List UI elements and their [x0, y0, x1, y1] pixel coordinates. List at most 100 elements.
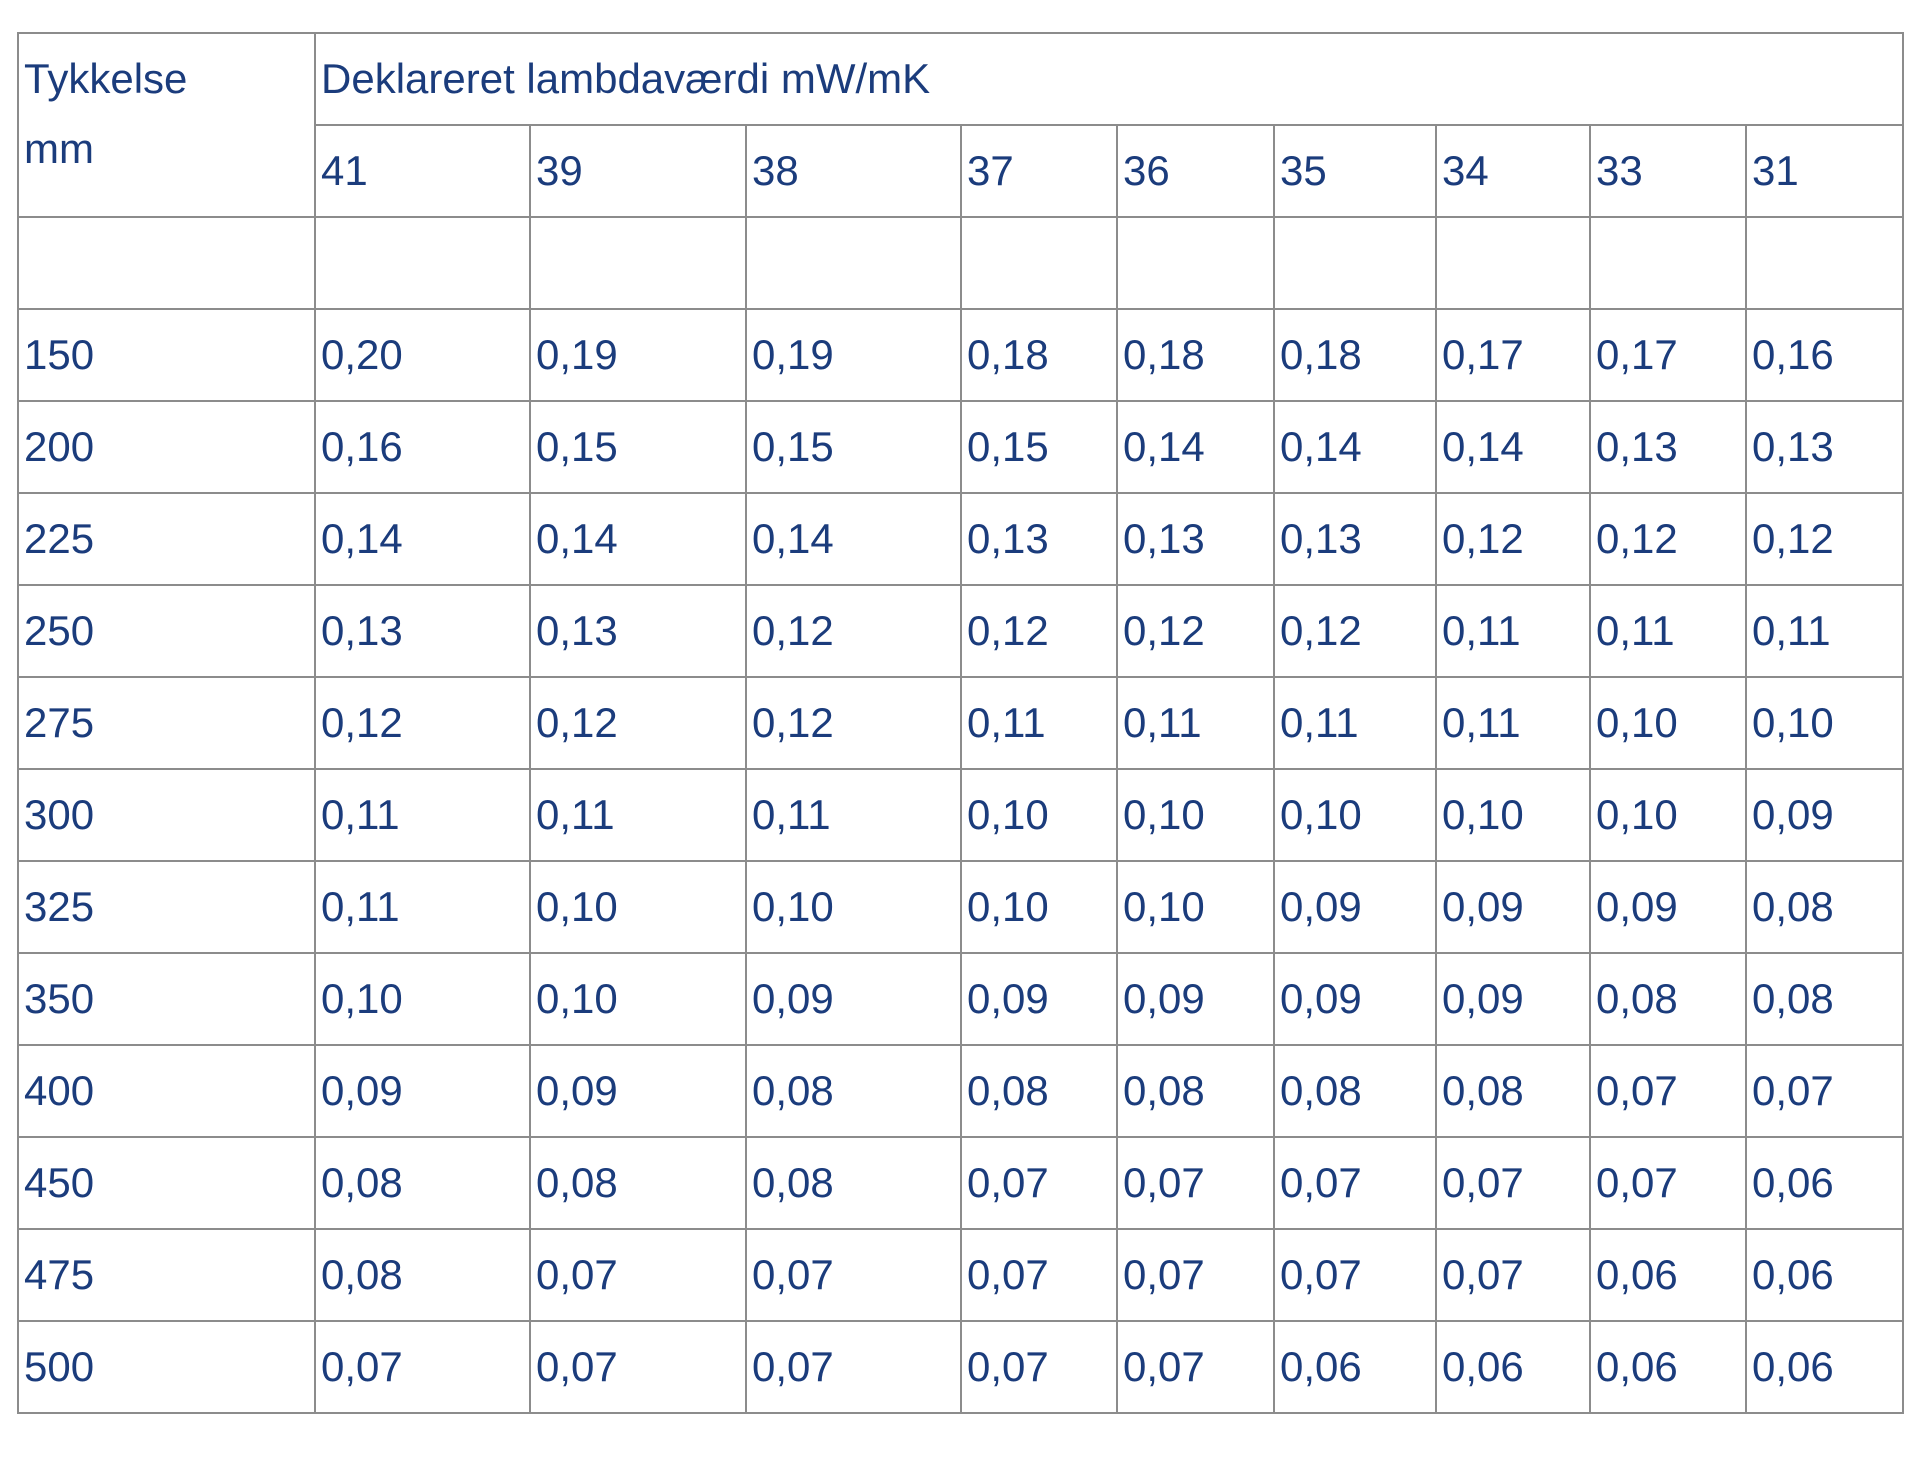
data-row: 200 0,16 0,15 0,15 0,15 0,14 0,14 0,14 0,13 0,13	[17, 400, 1905, 494]
empty-cell	[1116, 216, 1275, 310]
u-value-cell: 0,13	[1744, 400, 1905, 494]
u-value-cell: 0,09	[1273, 952, 1437, 1046]
u-value-cell: 0,18	[1116, 308, 1275, 402]
u-value-cell: 0,08	[745, 1136, 962, 1230]
u-value-cell: 0,06	[1589, 1228, 1747, 1322]
thickness-cell: 275	[17, 676, 316, 770]
u-value-cell: 0,15	[529, 400, 747, 494]
thickness-cell: 225	[17, 492, 316, 586]
u-value-cell: 0,08	[314, 1136, 531, 1230]
u-value-cell: 0,12	[529, 676, 747, 770]
u-value-cell: 0,08	[1116, 1044, 1275, 1138]
data-row: 400 0,09 0,09 0,08 0,08 0,08 0,08 0,08 0,07 0,07	[17, 1044, 1905, 1138]
u-value-cell: 0,17	[1589, 308, 1747, 402]
lambda-header: 41	[314, 124, 531, 218]
u-value-cell: 0,15	[960, 400, 1118, 494]
u-value-cell: 0,18	[960, 308, 1118, 402]
empty-cell	[1273, 216, 1437, 310]
u-value-cell: 0,20	[314, 308, 531, 402]
lambda-header: 37	[960, 124, 1118, 218]
u-value-cell: 0,12	[1435, 492, 1591, 586]
corner-cell: Tykkelse mm	[17, 32, 316, 218]
u-value-cell: 0,08	[960, 1044, 1118, 1138]
empty-cell	[314, 216, 531, 310]
data-row: 450 0,08 0,08 0,08 0,07 0,07 0,07 0,07 0,07 0,06	[17, 1136, 1905, 1230]
u-value-cell: 0,12	[960, 584, 1118, 678]
u-value-cell: 0,09	[1273, 860, 1437, 954]
u-value-cell: 0,14	[529, 492, 747, 586]
u-value-cell: 0,09	[1589, 860, 1747, 954]
header-row: Tykkelse mm Deklareret lambdaværdi mW/mK	[17, 32, 1905, 218]
lambda-header: 39	[529, 124, 747, 218]
corner-line: Tykkelse	[24, 55, 188, 102]
lambda-header: 35	[1273, 124, 1437, 218]
u-value-cell: 0,07	[1273, 1228, 1437, 1322]
u-value-cell: 0,11	[314, 768, 531, 862]
u-value-cell: 0,06	[1435, 1320, 1591, 1414]
u-value-cell: 0,14	[314, 492, 531, 586]
u-value-cell: 0,10	[1744, 676, 1905, 770]
u-value-cell: 0,12	[1744, 492, 1905, 586]
u-value-cell: 0,13	[1273, 492, 1437, 586]
u-value-cell: 0,07	[1116, 1320, 1275, 1414]
u-value-cell: 0,11	[745, 768, 962, 862]
u-value-cell: 0,12	[745, 676, 962, 770]
thickness-cell: 150	[17, 308, 316, 402]
u-value-cell: 0,11	[314, 860, 531, 954]
thickness-cell: 400	[17, 1044, 316, 1138]
u-value-cell: 0,12	[314, 676, 531, 770]
thickness-cell: 350	[17, 952, 316, 1046]
lambda-header: 33	[1589, 124, 1747, 218]
u-value-cell: 0,09	[1744, 768, 1905, 862]
thickness-cell: 200	[17, 400, 316, 494]
data-row: 225 0,14 0,14 0,14 0,13 0,13 0,13 0,12 0,12 0,12	[17, 492, 1905, 586]
lambda-header: 38	[745, 124, 962, 218]
u-value-cell: 0,09	[1435, 860, 1591, 954]
u-value-cell: 0,10	[1589, 676, 1747, 770]
thickness-cell: 300	[17, 768, 316, 862]
u-value-cell: 0,08	[1273, 1044, 1437, 1138]
data-row: 300 0,11 0,11 0,11 0,10 0,10 0,10 0,10 0,10 0,09	[17, 768, 1905, 862]
u-value-cell: 0,07	[529, 1320, 747, 1414]
empty-cell	[745, 216, 962, 310]
empty-cell	[17, 216, 316, 310]
u-value-cell: 0,07	[960, 1228, 1118, 1322]
u-value-cell: 0,06	[1744, 1136, 1905, 1230]
u-value-cell: 0,07	[745, 1228, 962, 1322]
u-value-cell: 0,07	[314, 1320, 531, 1414]
u-value-cell: 0,07	[1744, 1044, 1905, 1138]
thickness-cell: 500	[17, 1320, 316, 1414]
lambda-header: 34	[1435, 124, 1591, 218]
empty-cell	[529, 216, 747, 310]
u-value-cell: 0,08	[745, 1044, 962, 1138]
u-value-cell: 0,07	[1116, 1136, 1275, 1230]
u-value-cell: 0,06	[1744, 1320, 1905, 1414]
empty-cell	[1589, 216, 1747, 310]
u-value-cell: 0,15	[745, 400, 962, 494]
u-value-cell: 0,08	[529, 1136, 747, 1230]
u-value-cell: 0,11	[1744, 584, 1905, 678]
u-value-cell: 0,07	[529, 1228, 747, 1322]
u-value-cell: 0,09	[745, 952, 962, 1046]
u-value-cell: 0,08	[1435, 1044, 1591, 1138]
u-value-cell: 0,10	[529, 860, 747, 954]
u-value-cell: 0,19	[745, 308, 962, 402]
lambda-header: 36	[1116, 124, 1275, 218]
u-value-cell: 0,10	[314, 952, 531, 1046]
group-header: Deklareret lambdaværdi mW/mK	[313, 32, 1905, 126]
empty-cell	[960, 216, 1118, 310]
u-value-cell: 0,07	[1589, 1044, 1747, 1138]
data-row: 150 0,20 0,19 0,19 0,18 0,18 0,18 0,17 0,17 0,16	[17, 308, 1905, 402]
u-value-cell: 0,12	[1116, 584, 1275, 678]
u-value-cell: 0,10	[529, 952, 747, 1046]
empty-row	[17, 216, 1905, 310]
u-value-cell: 0,17	[1435, 308, 1591, 402]
u-value-cell: 0,09	[1435, 952, 1591, 1046]
u-value-cell: 0,06	[1273, 1320, 1437, 1414]
u-value-cell: 0,14	[745, 492, 962, 586]
u-value-cell: 0,10	[1589, 768, 1747, 862]
data-row: 275 0,12 0,12 0,12 0,11 0,11 0,11 0,11 0,10 0,10	[17, 676, 1905, 770]
u-value-cell: 0,12	[1273, 584, 1437, 678]
